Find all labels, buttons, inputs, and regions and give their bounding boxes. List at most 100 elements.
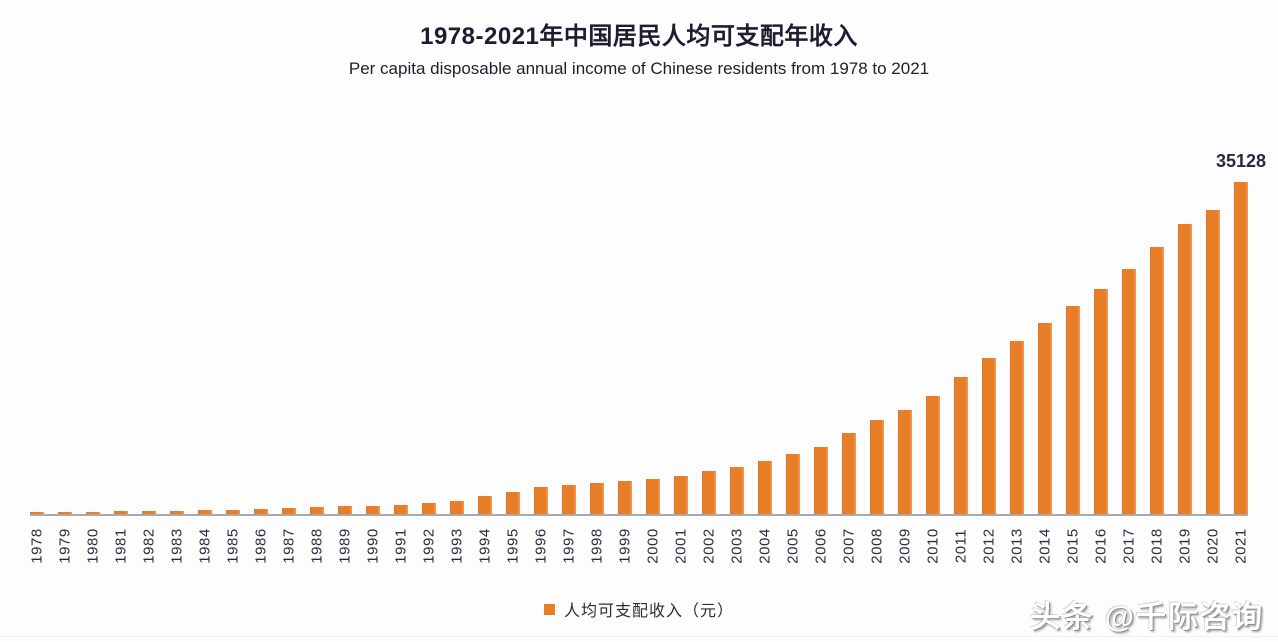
- x-tick-1986: 1986: [252, 528, 270, 564]
- x-tick-1985: 1985: [224, 528, 242, 564]
- x-tick-2020: 2020: [1204, 528, 1222, 564]
- bar-slot-2001: 2001: [673, 182, 690, 564]
- bar-slot-1987: 1987: [281, 182, 298, 564]
- bar-slot-2016: 2016: [1093, 182, 1110, 564]
- x-tick-2009: 2009: [896, 528, 914, 564]
- watermark-toutiao: 头条 @千际咨询: [1030, 601, 1264, 634]
- bar-slot-1992: 1992: [421, 182, 438, 564]
- bar-slot-2004: 2004: [757, 182, 774, 564]
- bar-1991: [394, 504, 408, 514]
- legend: 人均可支配收入（元）: [0, 597, 1278, 621]
- x-tick-2014: 2014: [1036, 528, 1054, 564]
- x-tick-1987: 1987: [280, 528, 298, 564]
- bar-1996: [534, 487, 548, 514]
- x-tick-1993: 1993: [448, 528, 466, 564]
- bar-2009: [898, 410, 912, 514]
- bar-slot-2002: 2002: [701, 182, 718, 564]
- bar-series: 1978 1979 1980 1981 1982 1983 1984 1985 1986 1987…: [29, 151, 1267, 564]
- bar-slot-2003: 2003: [729, 182, 746, 564]
- x-tick-1980: 1980: [84, 528, 102, 564]
- bar-slot-1980: 1980: [85, 182, 102, 564]
- bar-slot-2013: 2013: [1009, 182, 1026, 564]
- bar-slot-2015: 2015: [1065, 182, 1082, 564]
- bar-1999: [618, 481, 632, 514]
- bar-slot-2019: 2019: [1177, 182, 1194, 564]
- bar-2010: [926, 395, 940, 514]
- x-tick-1990: 1990: [364, 528, 382, 564]
- bar-1978: [30, 512, 44, 514]
- x-tick-2011: 2011: [952, 528, 970, 564]
- x-tick-2012: 2012: [980, 528, 998, 564]
- bar-slot-2011: 2011: [953, 182, 970, 563]
- x-tick-1997: 1997: [560, 528, 578, 564]
- bar-2013: [1010, 340, 1024, 514]
- x-tick-1992: 1992: [420, 528, 438, 564]
- bar-slot-2021: 2021 35128: [1216, 151, 1266, 564]
- x-tick-2008: 2008: [868, 528, 886, 564]
- bar-2002: [702, 471, 716, 514]
- bar-2004: [758, 461, 772, 514]
- bar-slot-2000: 2000: [645, 182, 662, 564]
- x-tick-1999: 1999: [616, 528, 634, 564]
- bar-2008: [870, 420, 884, 514]
- bar-1984: [198, 510, 212, 514]
- bar-1986: [254, 508, 268, 514]
- x-tick-2007: 2007: [840, 528, 858, 564]
- bar-1992: [422, 503, 436, 514]
- x-tick-1998: 1998: [588, 528, 606, 564]
- bar-1994: [478, 496, 492, 514]
- bar-slot-1988: 1988: [309, 182, 326, 564]
- bar-1993: [450, 500, 464, 514]
- bar-slot-2012: 2012: [981, 182, 998, 564]
- legend-label: 人均可支配收入（元）: [563, 603, 734, 620]
- x-tick-1984: 1984: [196, 528, 214, 564]
- x-tick-1988: 1988: [308, 528, 326, 564]
- bar-2007: [842, 433, 856, 514]
- x-tick-2001: 2001: [672, 528, 690, 564]
- bar-2000: [646, 478, 660, 514]
- chart-subtitle: Per capita disposable annual income of C…: [348, 59, 930, 78]
- bar-1990: [366, 505, 380, 514]
- x-tick-1978: 1978: [28, 528, 46, 564]
- x-tick-2003: 2003: [728, 528, 746, 564]
- bar-slot-1985: 1985: [225, 182, 242, 564]
- x-tick-2000: 2000: [644, 528, 662, 564]
- x-tick-2004: 2004: [756, 528, 774, 564]
- chart-title: 1978-2021年中国居民人均可支配年收入: [420, 23, 858, 50]
- bar-slot-2007: 2007: [841, 182, 858, 564]
- x-tick-2016: 2016: [1092, 528, 1110, 564]
- bar-2017: [1122, 268, 1136, 514]
- bar-slot-1998: 1998: [589, 182, 606, 564]
- bar-slot-1982: 1982: [141, 182, 158, 564]
- x-tick-1983: 1983: [168, 528, 186, 564]
- bar-2019: [1178, 223, 1192, 514]
- legend-swatch: [543, 603, 555, 615]
- bar-slot-2014: 2014: [1037, 182, 1054, 564]
- bar-1983: [170, 510, 184, 514]
- bar-slot-2017: 2017: [1121, 182, 1138, 564]
- bar-1980: [86, 511, 100, 514]
- bar-2003: [730, 466, 744, 514]
- bar-slot-1999: 1999: [617, 182, 634, 564]
- x-tick-2005: 2005: [784, 528, 802, 564]
- bar-slot-1996: 1996: [533, 182, 550, 564]
- bar-slot-2005: 2005: [785, 182, 802, 564]
- bar-slot-2010: 2010: [925, 182, 942, 564]
- bar-slot-1990: 1990: [365, 182, 382, 564]
- x-tick-1996: 1996: [532, 528, 550, 564]
- bar-2021: [1234, 182, 1248, 514]
- bar-2006: [814, 446, 828, 514]
- bar-2011: [954, 376, 968, 514]
- x-tick-2015: 2015: [1064, 528, 1082, 564]
- bar-1988: [310, 507, 324, 514]
- bar-1997: [562, 485, 576, 514]
- bar-2005: [786, 453, 800, 514]
- bar-slot-2020: 2020: [1205, 182, 1222, 564]
- x-tick-2017: 2017: [1120, 528, 1138, 564]
- bar-slot-1979: 1979: [57, 182, 74, 564]
- bar-2018: [1150, 247, 1164, 514]
- bar-slot-2018: 2018: [1149, 182, 1166, 564]
- bar-1979: [58, 512, 72, 514]
- bar-1981: [114, 511, 128, 514]
- x-tick-2002: 2002: [700, 528, 718, 564]
